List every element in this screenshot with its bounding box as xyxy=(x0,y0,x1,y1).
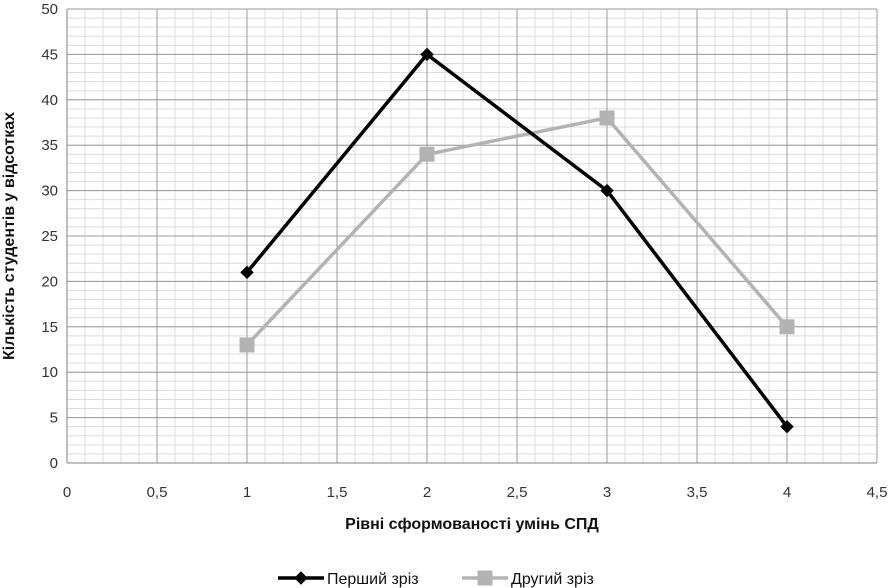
legend-item: Другий зріз xyxy=(462,570,594,588)
data-point xyxy=(599,110,615,126)
data-point xyxy=(600,183,614,198)
x-tick-label: 0 xyxy=(63,484,71,501)
y-tick-label: 15 xyxy=(41,319,58,336)
data-point xyxy=(420,47,434,62)
legend-marker xyxy=(477,570,493,586)
x-tick-label: 3 xyxy=(603,484,611,501)
data-point xyxy=(239,337,255,353)
y-tick-label: 30 xyxy=(41,183,58,200)
y-tick-label: 5 xyxy=(50,410,58,427)
y-tick-label: 45 xyxy=(41,46,58,63)
legend-label: Перший зріз xyxy=(327,571,419,588)
y-tick-label: 0 xyxy=(50,455,58,472)
legend-label: Другий зріз xyxy=(511,571,594,588)
series-line xyxy=(245,116,789,347)
data-point xyxy=(240,265,254,280)
y-tick-label: 35 xyxy=(41,137,58,154)
data-point xyxy=(779,319,795,335)
x-tick-label: 3,5 xyxy=(687,484,708,501)
legend-marker xyxy=(294,571,308,585)
data-point xyxy=(419,146,435,162)
legend: Перший зріз Другий зріз xyxy=(278,570,594,588)
x-tick-label: 1,5 xyxy=(327,484,348,501)
x-axis-title: Рівні сформованості умінь СПД xyxy=(345,516,599,533)
y-tick-label: 20 xyxy=(41,273,58,290)
y-tick-label: 50 xyxy=(41,1,58,18)
x-tick-label: 4 xyxy=(783,484,791,501)
y-tick-label: 10 xyxy=(41,364,58,381)
x-tick-label: 4,5 xyxy=(867,484,888,501)
data-point xyxy=(780,419,794,434)
y-axis-title: Кількість студентів у відсотках xyxy=(1,112,18,360)
legend-item: Перший зріз xyxy=(278,571,419,588)
y-axis-tick-labels: 0 5 10 15 20 25 30 35 40 45 50 xyxy=(41,1,58,472)
series-layer xyxy=(239,47,795,434)
major-gridlines xyxy=(66,8,878,464)
x-tick-label: 0,5 xyxy=(147,484,168,501)
series-1 xyxy=(240,47,794,434)
x-tick-label: 2,5 xyxy=(507,484,528,501)
y-tick-label: 25 xyxy=(41,228,58,245)
x-tick-label: 1 xyxy=(243,484,251,501)
x-tick-label: 2 xyxy=(423,484,431,501)
series-line xyxy=(245,52,789,428)
x-axis-tick-labels: 0 0,5 1 1,5 2 2,5 3 3,5 4 4,5 xyxy=(63,484,888,501)
y-tick-label: 40 xyxy=(41,92,58,109)
series-2 xyxy=(239,110,795,353)
